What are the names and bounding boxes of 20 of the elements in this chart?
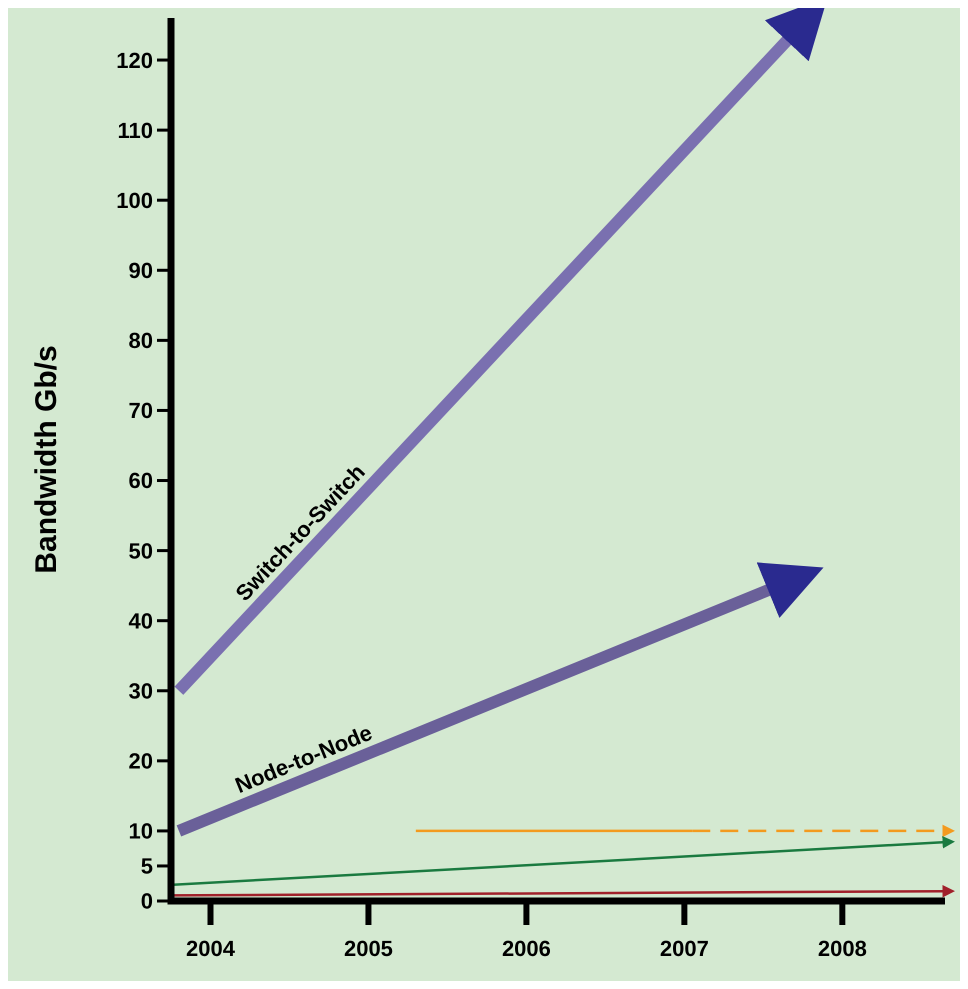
y-tick-label: 80 <box>128 328 153 354</box>
x-tick-label: 2007 <box>660 936 709 961</box>
y-tick-label: 120 <box>116 48 153 73</box>
y-tick-label: 90 <box>128 258 153 283</box>
y-tick-label: 5 <box>140 854 153 879</box>
y-tick-label: 0 <box>140 888 153 914</box>
y-tick-label: 10 <box>128 818 153 844</box>
y-axis-title: Bandwidth Gb/s <box>30 345 63 574</box>
y-tick-label: 20 <box>128 748 153 774</box>
y-tick-label: 50 <box>128 538 153 564</box>
y-tick-label: 110 <box>118 118 153 143</box>
x-tick-label: 2006 <box>502 936 551 961</box>
x-tick-label: 2004 <box>186 936 236 961</box>
y-tick-label: 60 <box>128 468 153 494</box>
x-tick-label: 2008 <box>818 936 867 961</box>
y-tick-label: 40 <box>128 608 153 634</box>
y-tick-label: 70 <box>128 398 153 424</box>
x-tick-label: 2005 <box>344 936 393 961</box>
y-tick-label: 100 <box>116 188 153 213</box>
y-tick-label: 30 <box>128 678 153 704</box>
